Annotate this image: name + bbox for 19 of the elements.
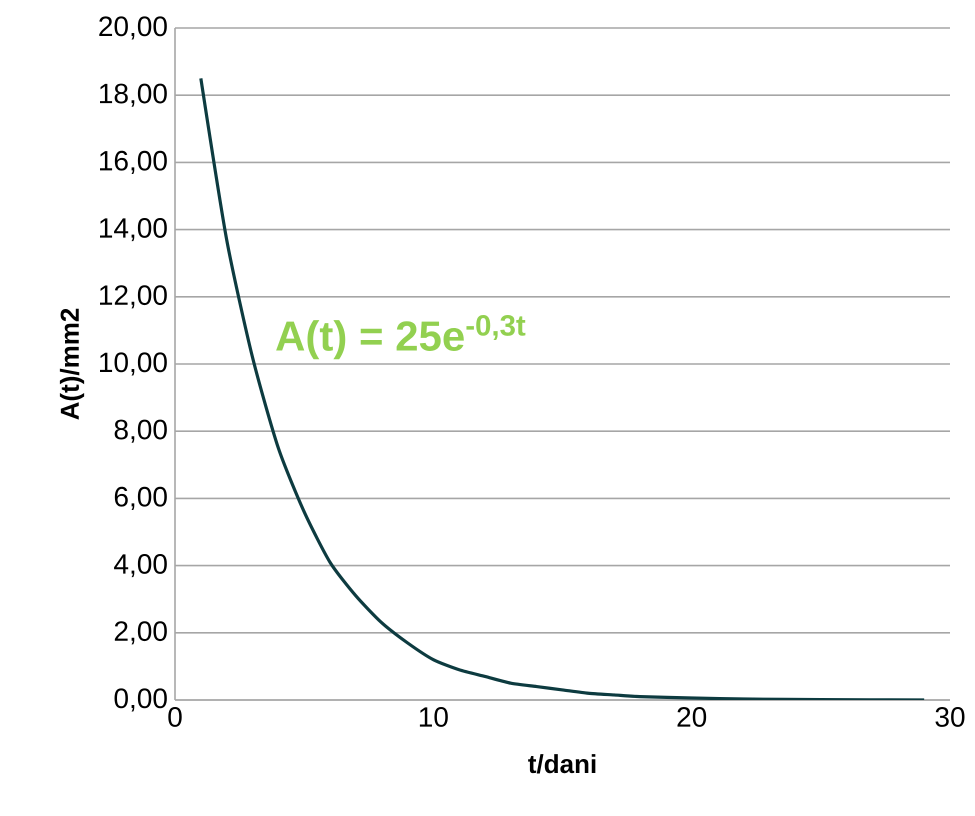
y-tick-label: 8,00 <box>114 420 167 443</box>
y-tick-label: 4,00 <box>114 554 167 578</box>
x-tick-label: 0 <box>168 707 182 727</box>
y-tick-label: 12,00 <box>100 285 167 308</box>
line-series <box>199 76 926 700</box>
y-axis-title: A(t)/mm2 <box>60 308 84 420</box>
annotation: A(t) = 25e$^{-0,3t}$ <box>276 314 526 360</box>
y-tick-label: 16,00 <box>100 150 167 174</box>
y-tick-label: 18,00 <box>100 84 167 107</box>
x-axis-title: t/dani <box>528 754 596 774</box>
x-tick-label: 20 <box>678 707 706 727</box>
y-tick-label: 0,00 <box>114 688 167 712</box>
y-tick-label: 10,00 <box>100 352 167 376</box>
x-tick-label: 30 <box>935 707 964 727</box>
y-tick-label: 6,00 <box>114 486 167 510</box>
x-tick-label: 10 <box>420 707 448 727</box>
y-tick-label: 2,00 <box>114 621 167 644</box>
y-tick-label: 14,00 <box>100 218 167 242</box>
y-tick-label: 20,00 <box>99 16 167 40</box>
